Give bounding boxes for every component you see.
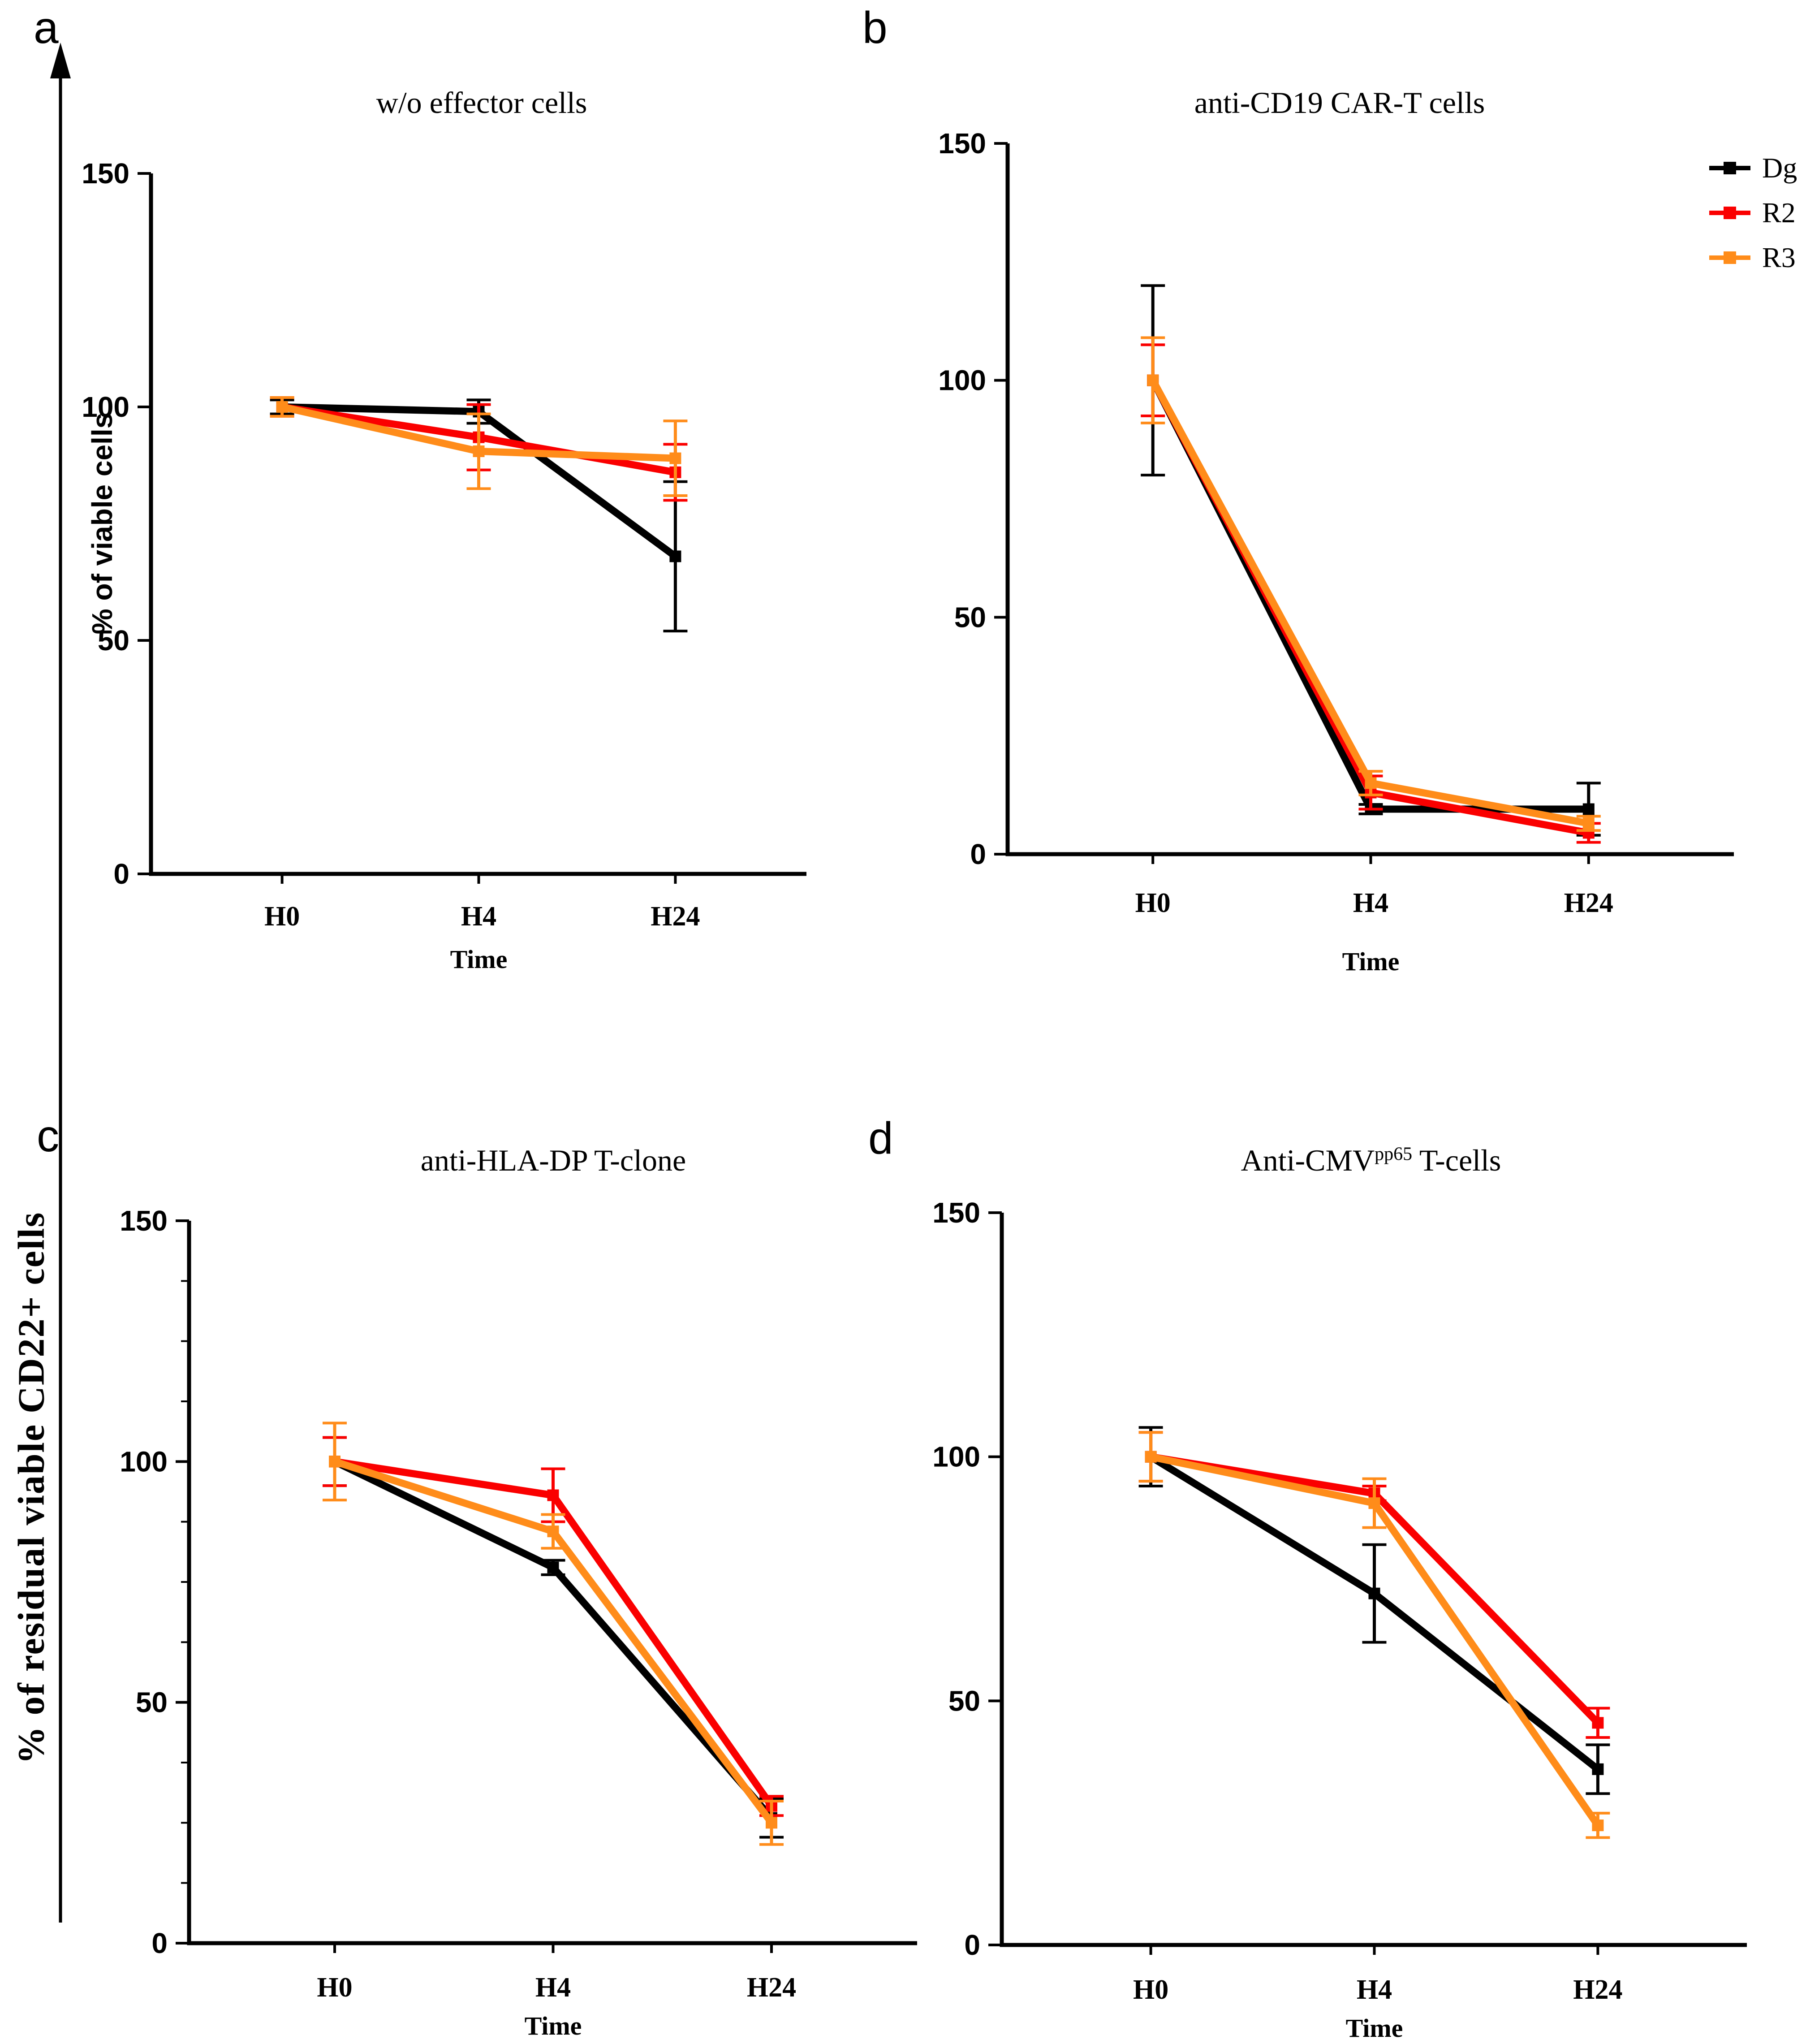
panel-letter-d: d: [868, 1113, 893, 1163]
data-point-R3: [766, 1817, 777, 1829]
data-point-R3: [1592, 1819, 1604, 1832]
panel-d-title: Anti-CMVpp65 T-cells: [1241, 1143, 1501, 1178]
legend-label: R2: [1762, 197, 1796, 229]
panel-a-y-axis-label: % of viable cells: [86, 412, 118, 635]
x-tick-label: H4: [461, 901, 496, 932]
y-tick-label: 50: [136, 1686, 168, 1719]
y-tick-label: 150: [82, 157, 129, 190]
data-point-R2: [1592, 1717, 1604, 1729]
x-tick-label: H0: [264, 901, 300, 932]
y-tick-label: 100: [82, 391, 129, 423]
data-point-R3: [669, 452, 681, 464]
series-line-Dg: [1150, 379, 1589, 813]
data-point-Dg: [547, 1561, 559, 1573]
y-tick-label: 50: [948, 1685, 980, 1717]
panel-d-title-suffix: T-cells: [1412, 1143, 1501, 1177]
data-point-R3: [329, 1456, 341, 1468]
x-tick-label: H24: [1564, 888, 1613, 918]
panel-d-title-superscript: pp65: [1375, 1144, 1413, 1165]
series-line-R2: [1150, 378, 1590, 837]
data-point-R3: [1147, 374, 1159, 386]
y-tick-label: 100: [120, 1445, 168, 1478]
x-axis-title: Time: [450, 945, 508, 974]
legend-item-r3: R3: [1709, 235, 1797, 280]
data-point-R2: [547, 1489, 559, 1501]
legend: Dg R2 R3: [1709, 146, 1797, 280]
y-tick-label: 50: [954, 601, 986, 633]
shared-axis-arrowhead-icon: [50, 43, 71, 78]
data-point-R3: [1145, 1451, 1157, 1463]
panel-letter-c: c: [37, 1111, 59, 1161]
y-tick-label: 100: [932, 1441, 980, 1473]
r2-line-marker-icon: [1709, 207, 1750, 219]
x-tick-label: H0: [1135, 888, 1171, 918]
data-point-R3: [473, 445, 485, 457]
panel-letter-b: b: [862, 3, 888, 53]
legend-item-r2: R2: [1709, 190, 1797, 235]
legend-item-dg: Dg: [1709, 146, 1797, 190]
y-tick-label: 0: [151, 1927, 168, 1959]
data-point-Dg: [1582, 803, 1595, 815]
x-tick-label: H24: [1573, 1975, 1622, 2005]
data-point-Dg: [1592, 1763, 1604, 1775]
dg-line-marker-icon: [1709, 162, 1750, 174]
y-tick-label: 0: [964, 1929, 980, 1961]
y-tick-label: 150: [120, 1205, 168, 1237]
panel-a-title: w/o effector cells: [376, 86, 587, 120]
y-tick-label: 0: [970, 838, 986, 870]
x-tick-label: H4: [1357, 1975, 1392, 2005]
panel-d-title-prefix: Anti-CMV: [1241, 1143, 1375, 1177]
x-tick-label: H24: [651, 901, 700, 932]
legend-label: R3: [1762, 242, 1796, 273]
panel-b-title: anti-CD19 CAR-T cells: [1194, 86, 1485, 120]
series-line-R3: [1150, 378, 1590, 827]
data-point-Dg: [669, 550, 681, 562]
legend-label: Dg: [1762, 152, 1797, 184]
y-tick-label: 100: [938, 364, 986, 397]
x-axis-title: Time: [1346, 2014, 1403, 2043]
x-tick-label: H4: [535, 1972, 571, 2003]
r3-line-marker-icon: [1709, 251, 1750, 264]
data-point-R3: [1582, 817, 1595, 830]
y-tick-label: 0: [113, 858, 129, 890]
x-tick-label: H0: [1133, 1975, 1168, 2005]
panel-c-title: anti-HLA-DP T-clone: [420, 1143, 686, 1177]
y-tick-label: 150: [938, 127, 986, 160]
x-tick-label: H4: [1353, 888, 1388, 918]
x-tick-label: H24: [747, 1972, 796, 2003]
data-point-R3: [547, 1525, 559, 1538]
shared-y-axis-label: % of residual viable CD22+ cells: [10, 1211, 52, 1764]
y-tick-label: 50: [98, 624, 129, 657]
data-point-R3: [1365, 777, 1377, 789]
data-point-R3: [276, 401, 288, 413]
data-point-R3: [1368, 1497, 1380, 1509]
x-axis-title: Time: [1342, 947, 1400, 976]
x-tick-label: H0: [317, 1972, 352, 2003]
data-point-Dg: [1368, 1587, 1380, 1599]
panel-letter-a: a: [34, 3, 59, 53]
y-tick-label: 150: [932, 1197, 980, 1229]
x-axis-title: Time: [525, 2011, 582, 2040]
